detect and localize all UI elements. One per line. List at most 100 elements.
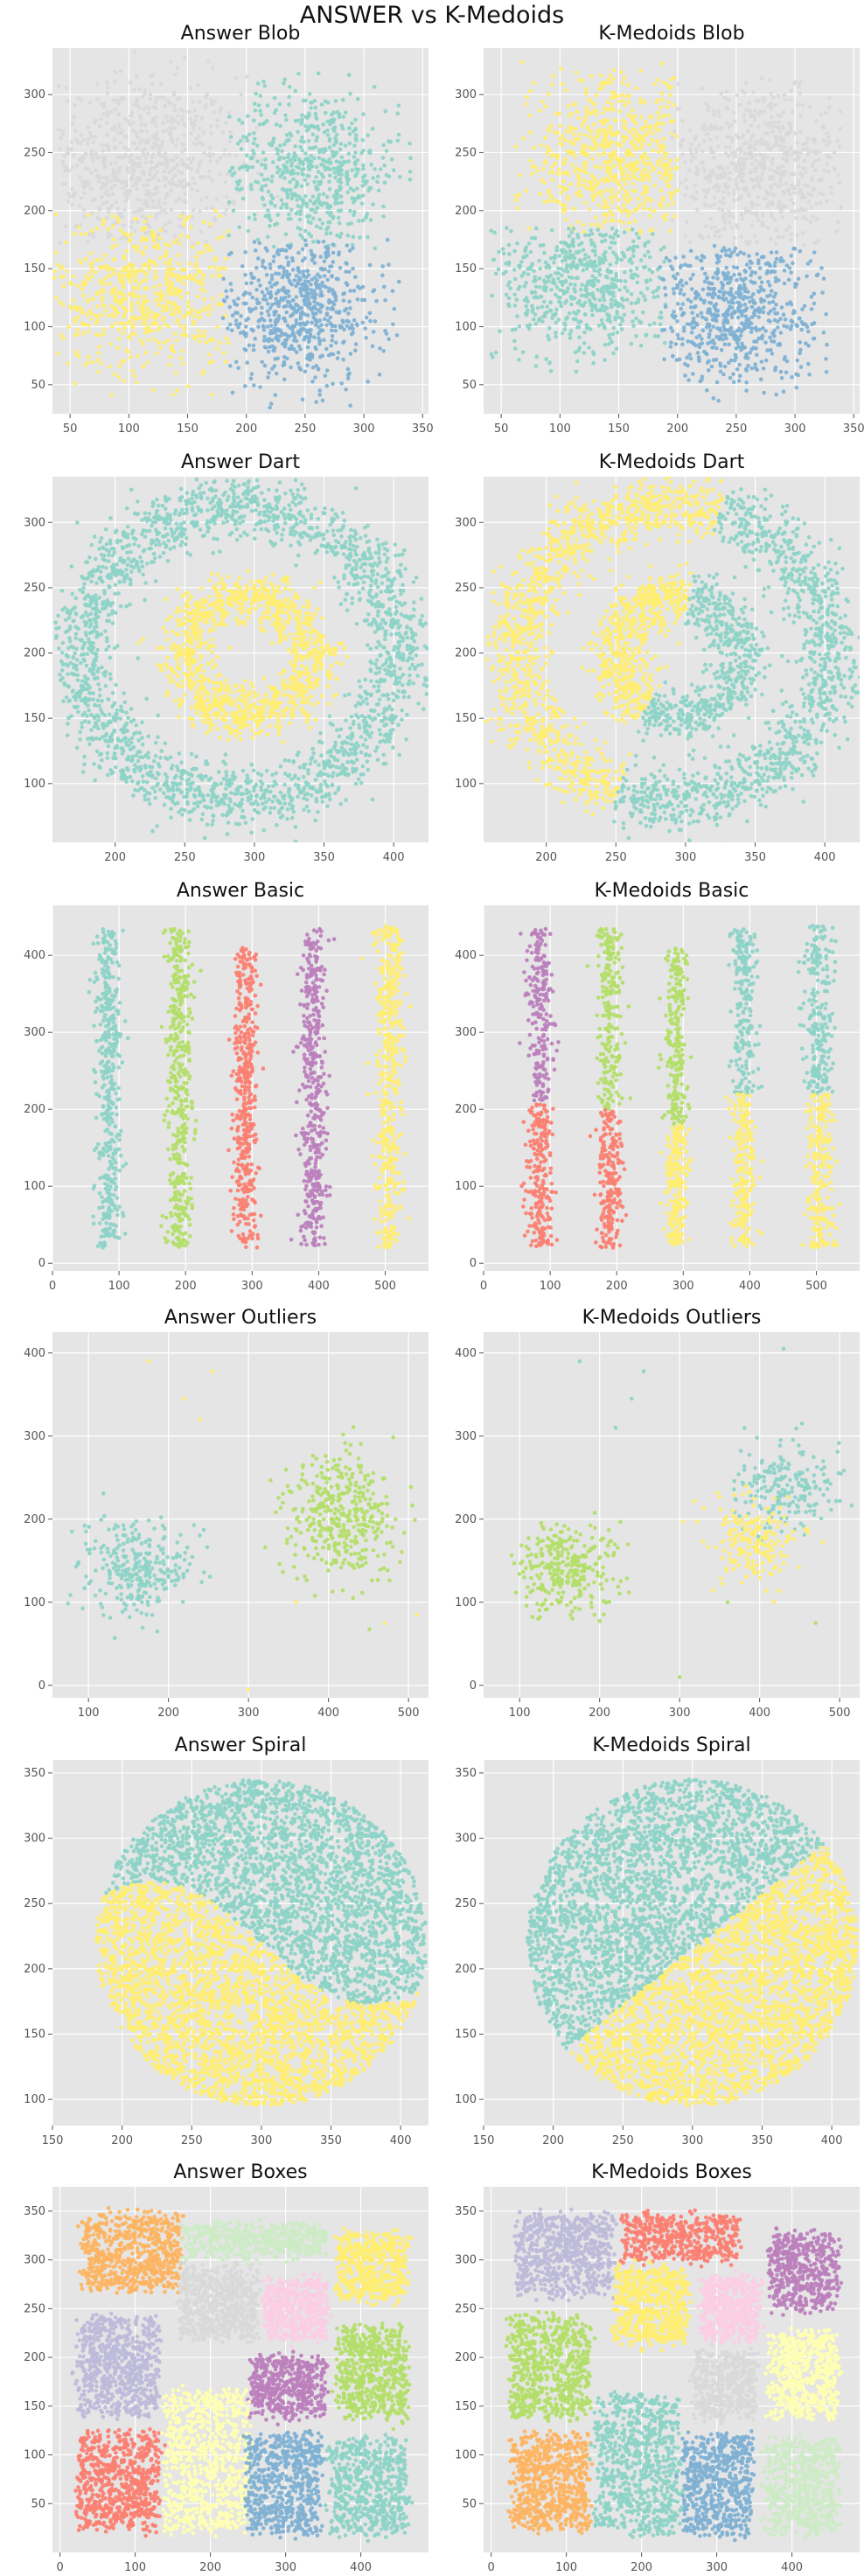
scatter-point: [86, 125, 90, 129]
scatter-point: [306, 139, 311, 143]
scatter-point: [286, 260, 291, 265]
scatter-point: [312, 254, 317, 258]
scatter-point: [408, 156, 413, 160]
scatter-point: [143, 270, 147, 275]
scatter-point: [619, 186, 624, 191]
scatter-point: [175, 114, 180, 118]
scatter-point: [634, 177, 638, 181]
scatter-point: [821, 125, 826, 130]
scatter-point: [618, 143, 624, 149]
scatter-point: [603, 238, 608, 243]
scatter-point: [170, 307, 174, 311]
scatter-point: [622, 203, 626, 208]
scatter-point: [106, 231, 111, 235]
scatter-point: [331, 110, 336, 115]
scatter-point: [506, 242, 512, 248]
scatter-point: [620, 296, 624, 301]
scatter-point: [649, 199, 654, 203]
scatter-point: [164, 271, 170, 276]
scatter-point: [752, 234, 757, 238]
scatter-point: [749, 224, 755, 228]
scatter-point: [115, 98, 120, 103]
scatter-point: [597, 267, 603, 272]
scatter-point: [116, 374, 122, 380]
scatter-point: [608, 234, 613, 240]
scatter-point: [253, 108, 258, 113]
scatter-point: [47, 289, 52, 293]
scatter-point: [835, 138, 840, 143]
cluster-series: [226, 71, 413, 253]
scatter-point: [328, 160, 333, 165]
scatter-point: [303, 178, 308, 183]
scatter-point: [514, 297, 519, 302]
scatter-point: [493, 350, 498, 355]
scatter-point: [590, 248, 596, 254]
scatter-point: [289, 255, 295, 261]
scatter-point: [137, 161, 142, 165]
scatter-point: [71, 192, 76, 198]
scatter-point: [709, 287, 714, 291]
scatter-point: [157, 201, 161, 206]
scatter-point: [568, 329, 574, 333]
scatter-point: [756, 336, 761, 341]
scatter-point: [157, 340, 161, 346]
scatter-point: [673, 166, 679, 171]
scatter-point: [104, 80, 109, 85]
scatter-point: [573, 290, 577, 294]
scatter-point: [568, 282, 573, 287]
scatter-point: [744, 108, 749, 113]
scatter-point: [313, 105, 318, 110]
scatter-point: [688, 248, 693, 254]
scatter-point: [753, 147, 757, 152]
scatter-point: [623, 177, 627, 181]
scatter-point: [558, 300, 563, 305]
scatter-point: [824, 369, 829, 374]
scatter-point: [143, 230, 148, 235]
scatter-point: [178, 356, 183, 360]
scatter-point: [285, 188, 290, 192]
scatter-point: [316, 308, 321, 312]
scatter-point: [204, 340, 209, 345]
scatter-point: [643, 241, 648, 246]
scatter-point: [82, 191, 87, 196]
scatter-point: [194, 272, 199, 277]
scatter-point: [218, 171, 222, 177]
scatter-point: [635, 131, 639, 136]
scatter-point: [721, 216, 727, 221]
scatter-point: [665, 172, 670, 177]
scatter-point: [609, 80, 613, 85]
scatter-point: [58, 300, 63, 304]
scatter-point: [361, 163, 366, 168]
scatter-point: [320, 221, 325, 226]
scatter-point: [172, 301, 177, 306]
scatter-point: [89, 317, 94, 321]
scatter-point: [725, 309, 730, 313]
scatter-point: [105, 180, 109, 185]
scatter-point: [62, 153, 67, 158]
scatter-point: [106, 227, 111, 232]
scatter-point: [694, 164, 699, 170]
scatter-point: [177, 253, 181, 258]
scatter-point: [134, 180, 138, 185]
scatter-point: [719, 347, 724, 353]
scatter-point: [599, 256, 604, 262]
scatter-point: [669, 172, 674, 178]
scatter-point: [228, 282, 233, 286]
scatter-point: [765, 226, 770, 230]
scatter-point: [186, 157, 191, 161]
scatter-point: [328, 231, 333, 235]
scatter-point: [755, 211, 759, 215]
scatter-point: [248, 183, 254, 187]
scatter-point: [161, 293, 166, 297]
scatter-point: [122, 134, 127, 139]
scatter-point: [134, 146, 139, 151]
scatter-point: [348, 208, 352, 213]
scatter-point: [735, 367, 740, 372]
scatter-point: [584, 286, 589, 291]
scatter-point: [581, 268, 586, 273]
scatter-point: [154, 215, 158, 220]
scatter-point: [360, 320, 366, 325]
scatter-point: [245, 138, 250, 143]
scatter-point: [269, 143, 275, 148]
scatter-point: [295, 198, 299, 202]
